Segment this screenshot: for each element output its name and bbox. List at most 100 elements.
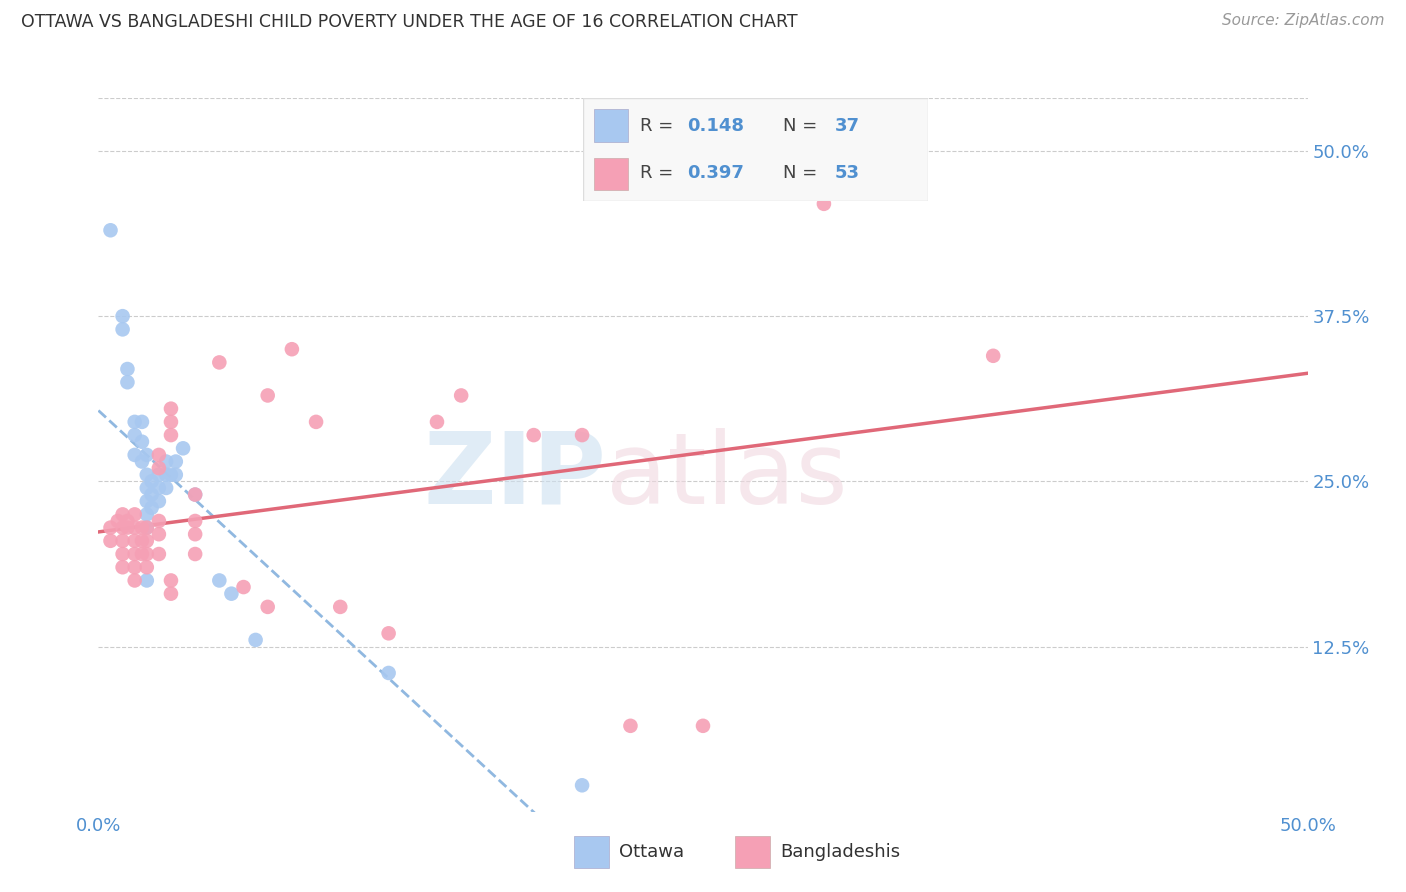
Text: Source: ZipAtlas.com: Source: ZipAtlas.com: [1222, 13, 1385, 29]
Point: [117, 514, 139, 528]
Point: [100, 520, 122, 534]
Point: [377, 626, 399, 640]
Point: [124, 520, 146, 534]
Point: [124, 415, 146, 429]
Point: [148, 547, 170, 561]
Text: N =: N =: [783, 164, 824, 182]
Point: [117, 376, 139, 390]
Text: Bangladeshis: Bangladeshis: [780, 843, 900, 861]
Point: [981, 349, 1004, 363]
Point: [245, 632, 267, 647]
Text: OTTAWA VS BANGLADESHI CHILD POVERTY UNDER THE AGE OF 16 CORRELATION CHART: OTTAWA VS BANGLADESHI CHILD POVERTY UNDE…: [21, 13, 797, 31]
Point: [124, 560, 146, 574]
Point: [148, 448, 170, 462]
Point: [329, 599, 352, 614]
Point: [184, 514, 207, 528]
Point: [232, 580, 254, 594]
Text: Ottawa: Ottawa: [619, 843, 683, 861]
Point: [305, 415, 328, 429]
Text: 0.148: 0.148: [688, 117, 744, 135]
Text: ZIP: ZIP: [423, 428, 606, 524]
Point: [124, 533, 146, 548]
Point: [184, 487, 207, 501]
Point: [148, 481, 170, 495]
Point: [111, 322, 134, 336]
Point: [135, 560, 157, 574]
Point: [135, 448, 157, 462]
Point: [148, 461, 170, 475]
Point: [131, 547, 153, 561]
Point: [131, 454, 153, 468]
Point: [160, 587, 183, 601]
Point: [165, 454, 187, 468]
Text: 53: 53: [835, 164, 860, 182]
Point: [111, 508, 134, 522]
Point: [155, 467, 177, 482]
Point: [124, 448, 146, 462]
Point: [160, 467, 183, 482]
Point: [148, 494, 170, 508]
Point: [111, 560, 134, 574]
Point: [111, 520, 134, 534]
Point: [111, 547, 134, 561]
Point: [124, 547, 146, 561]
Bar: [593, 158, 628, 190]
Point: [148, 467, 170, 482]
Point: [100, 223, 122, 237]
Point: [571, 428, 593, 442]
Point: [117, 520, 139, 534]
Point: [571, 778, 593, 792]
Point: [426, 415, 449, 429]
Point: [208, 355, 231, 369]
Point: [131, 434, 153, 449]
Point: [135, 520, 157, 534]
Point: [172, 442, 194, 456]
Point: [184, 547, 207, 561]
Point: [135, 481, 157, 495]
Point: [141, 475, 163, 489]
Point: [813, 197, 835, 211]
Point: [111, 533, 134, 548]
Point: [160, 401, 183, 416]
Point: [135, 467, 157, 482]
Point: [450, 388, 472, 402]
Point: [208, 574, 231, 588]
Point: [131, 533, 153, 548]
Point: [124, 508, 146, 522]
Point: [135, 520, 157, 534]
Text: R =: R =: [640, 164, 679, 182]
Point: [117, 362, 139, 376]
Point: [155, 454, 177, 468]
Point: [377, 665, 399, 680]
Point: [141, 487, 163, 501]
Point: [135, 574, 157, 588]
Point: [135, 533, 157, 548]
Point: [135, 508, 157, 522]
Point: [221, 587, 243, 601]
Point: [165, 467, 187, 482]
Point: [256, 388, 278, 402]
Point: [148, 514, 170, 528]
Point: [160, 574, 183, 588]
Point: [184, 487, 207, 501]
Text: 37: 37: [835, 117, 860, 135]
Point: [160, 415, 183, 429]
Point: [160, 428, 183, 442]
Point: [100, 533, 122, 548]
Point: [111, 309, 134, 323]
Text: atlas: atlas: [606, 428, 848, 524]
Text: N =: N =: [783, 117, 824, 135]
Point: [131, 415, 153, 429]
Point: [141, 500, 163, 515]
Point: [135, 494, 157, 508]
Text: R =: R =: [640, 117, 679, 135]
Point: [619, 719, 641, 733]
FancyBboxPatch shape: [583, 98, 928, 201]
Text: 0.397: 0.397: [688, 164, 744, 182]
Point: [155, 481, 177, 495]
Point: [124, 428, 146, 442]
Bar: [593, 110, 628, 142]
Point: [107, 514, 129, 528]
Point: [148, 527, 170, 541]
Point: [135, 547, 157, 561]
